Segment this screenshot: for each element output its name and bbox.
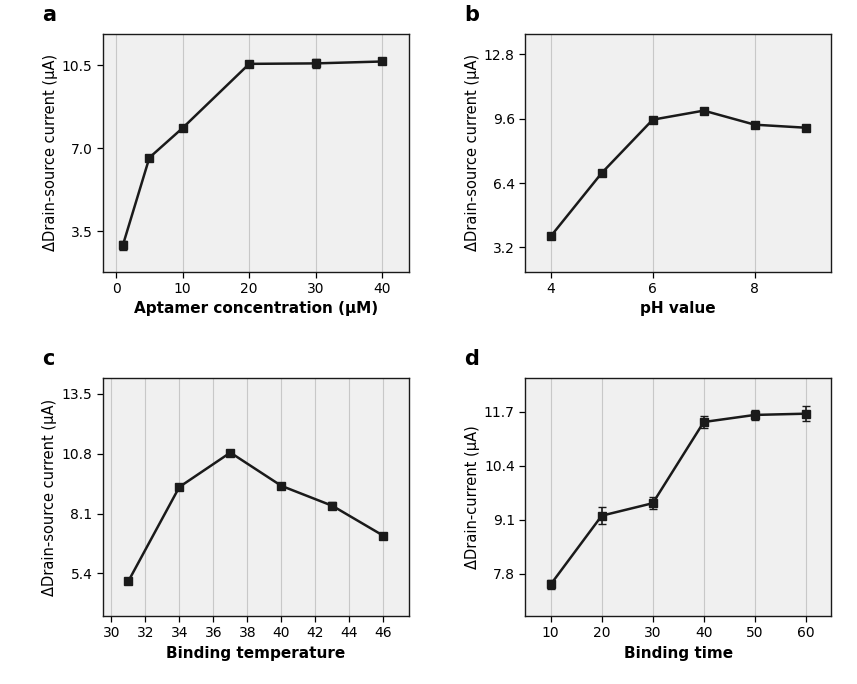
X-axis label: Binding temperature: Binding temperature [166, 646, 345, 661]
Y-axis label: ΔDrain-source current (μA): ΔDrain-source current (μA) [42, 398, 57, 596]
Y-axis label: ΔDrain-source current (μA): ΔDrain-source current (μA) [43, 54, 57, 252]
Y-axis label: ΔDrain-current (μA): ΔDrain-current (μA) [464, 425, 480, 569]
X-axis label: pH value: pH value [640, 302, 716, 317]
Y-axis label: ΔDrain-source current (μA): ΔDrain-source current (μA) [464, 54, 480, 252]
Text: b: b [464, 5, 479, 25]
X-axis label: Aptamer concentration (μM): Aptamer concentration (μM) [134, 302, 378, 317]
Text: a: a [42, 5, 56, 25]
Text: d: d [464, 349, 479, 369]
X-axis label: Binding time: Binding time [624, 646, 733, 661]
Text: c: c [42, 349, 54, 369]
